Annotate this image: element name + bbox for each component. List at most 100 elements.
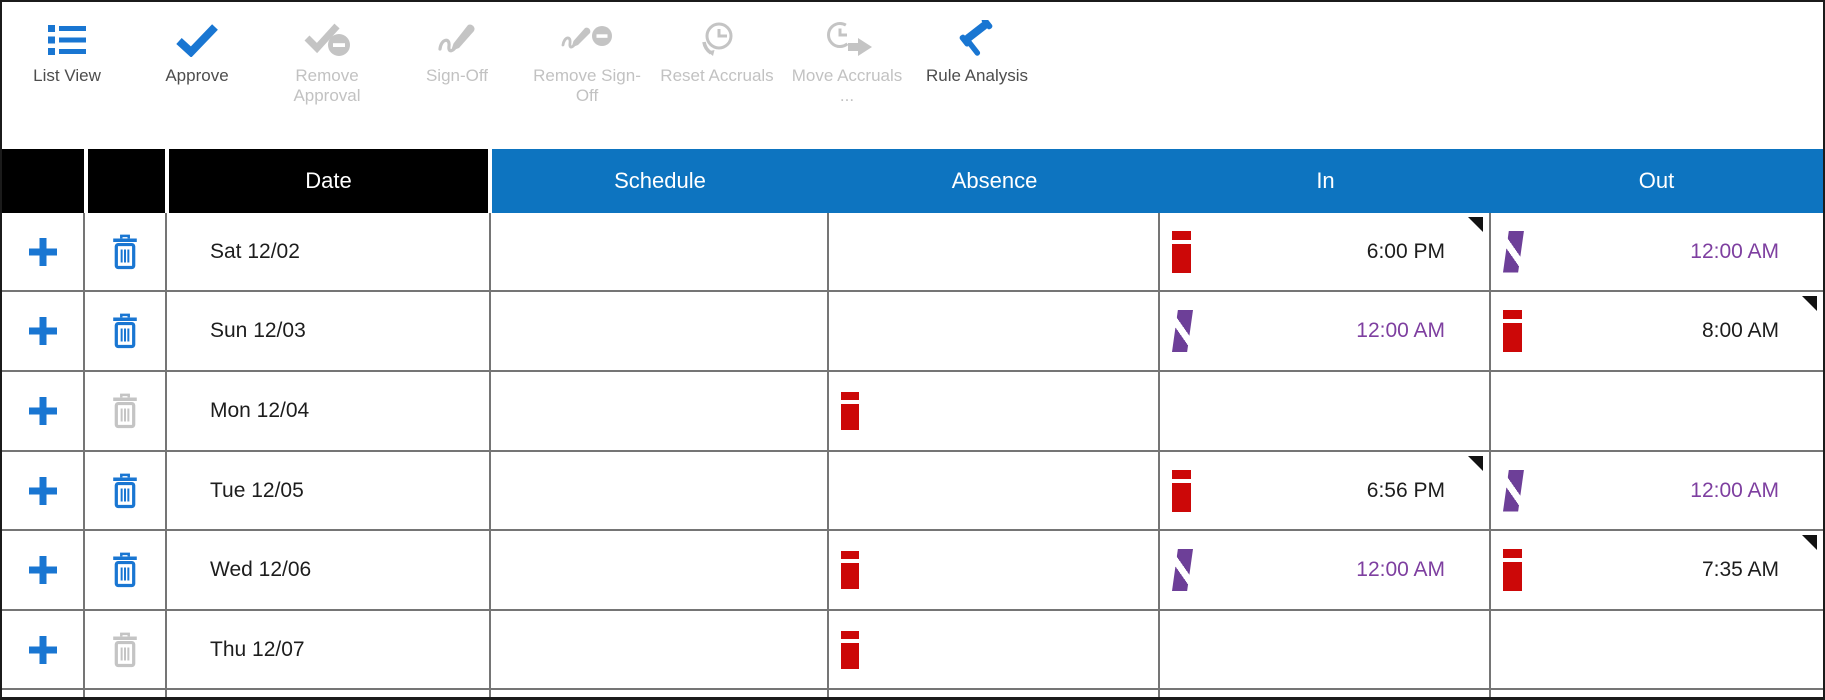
schedule-cell bbox=[491, 611, 829, 688]
date-cell: Thu 12/07 bbox=[167, 611, 491, 688]
toolbar-button-approve[interactable]: Approve bbox=[132, 18, 262, 86]
exception-icon bbox=[1503, 549, 1522, 591]
schedule-cell bbox=[491, 531, 829, 609]
add-row-button[interactable] bbox=[26, 314, 60, 348]
table-row: Thu 12/07 bbox=[2, 611, 1823, 690]
phantom-punch-icon bbox=[1172, 549, 1193, 591]
delete-row-button[interactable] bbox=[110, 473, 140, 509]
phantom-punch-icon bbox=[1172, 310, 1193, 352]
date-cell: Sat 12/02 bbox=[167, 213, 491, 290]
column-header-absence: Absence bbox=[951, 168, 1038, 193]
column-header-date: Date bbox=[305, 168, 352, 193]
column-header-out: Out bbox=[1638, 168, 1675, 193]
add-punch-cell bbox=[2, 611, 85, 688]
add-row-button[interactable] bbox=[26, 633, 60, 667]
punch-out-time: 8:00 AM bbox=[1701, 319, 1779, 342]
punch-out-cell[interactable] bbox=[1491, 372, 1823, 450]
date-cell bbox=[167, 690, 491, 697]
punch-out-cell[interactable] bbox=[1491, 611, 1823, 688]
absence-exception-icon bbox=[841, 630, 859, 669]
partial-row bbox=[2, 690, 1823, 697]
exception-icon bbox=[1172, 230, 1191, 273]
schedule-cell bbox=[491, 213, 829, 290]
add-row-button[interactable] bbox=[26, 235, 60, 269]
add-punch-cell bbox=[2, 452, 85, 529]
date-cell: Tue 12/05 bbox=[167, 452, 491, 529]
date-cell: Sun 12/03 bbox=[167, 292, 491, 370]
table-row: Sat 12/02 6:00 PM 12:00 AM bbox=[2, 213, 1823, 292]
toolbar-label: Approve bbox=[165, 66, 229, 85]
add-punch-cell bbox=[2, 372, 85, 450]
date-cell: Mon 12/04 bbox=[167, 372, 491, 450]
toolbar-button-list-view[interactable]: List View bbox=[2, 18, 132, 86]
delete-row-button[interactable] bbox=[110, 552, 140, 588]
rule-analysis-icon bbox=[956, 18, 998, 62]
column-header-schedule: Schedule bbox=[614, 168, 706, 193]
add-row-button[interactable] bbox=[26, 474, 60, 508]
punch-out-time: 7:35 AM bbox=[1701, 558, 1779, 581]
punch-in-cell[interactable]: 6:00 PM bbox=[1160, 213, 1491, 290]
punch-out-time: 12:00 AM bbox=[1690, 239, 1779, 263]
punch-in-cell[interactable] bbox=[1160, 611, 1491, 688]
add-punch-cell bbox=[2, 292, 85, 370]
absence-cell bbox=[829, 452, 1160, 529]
punch-out-cell[interactable]: 12:00 AM bbox=[1491, 213, 1823, 290]
column-header-in: In bbox=[1316, 168, 1335, 193]
delete-cell bbox=[85, 292, 167, 370]
schedule-cell bbox=[491, 690, 829, 697]
header-blue-bar bbox=[492, 149, 1823, 213]
toolbar-label: Remove Sign-Off bbox=[533, 66, 641, 105]
comment-corner-marker bbox=[1802, 296, 1817, 311]
absence-cell bbox=[829, 213, 1160, 290]
toolbar-button-remove-approval: Remove Approval bbox=[262, 18, 392, 106]
comment-corner-marker bbox=[1468, 456, 1483, 471]
punch-in-cell[interactable]: 12:00 AM bbox=[1160, 292, 1491, 370]
exception-icon bbox=[1172, 469, 1191, 512]
delete-row-button[interactable] bbox=[110, 313, 140, 349]
delete-row-button[interactable] bbox=[110, 234, 140, 270]
punch-out-time: 12:00 AM bbox=[1690, 478, 1779, 502]
toolbar-label: List View bbox=[33, 66, 101, 85]
list-view-icon bbox=[48, 18, 86, 62]
schedule-cell bbox=[491, 292, 829, 370]
reset-accruals-icon bbox=[696, 18, 738, 62]
absence-cell bbox=[829, 531, 1160, 609]
approve-icon bbox=[175, 18, 219, 62]
date-cell: Wed 12/06 bbox=[167, 531, 491, 609]
delete-row-button-disabled bbox=[110, 393, 140, 429]
delete-cell bbox=[85, 611, 167, 688]
punch-in-cell bbox=[1160, 690, 1491, 697]
table-row: Tue 12/05 6:56 PM 12:00 AM bbox=[2, 452, 1823, 531]
punch-out-cell[interactable]: 12:00 AM bbox=[1491, 452, 1823, 529]
absence-exception-icon bbox=[841, 551, 859, 589]
remove-sign-off-icon bbox=[561, 18, 613, 62]
punch-in-cell[interactable]: 12:00 AM bbox=[1160, 531, 1491, 609]
delete-cell bbox=[85, 690, 167, 697]
toolbar-label: Rule Analysis bbox=[925, 66, 1029, 85]
add-row-button[interactable] bbox=[26, 553, 60, 587]
toolbar-button-rule-analysis[interactable]: Rule Analysis bbox=[912, 18, 1042, 86]
move-accruals-icon bbox=[820, 18, 874, 62]
toolbar-button-reset-accruals: Reset Accruals bbox=[652, 18, 782, 86]
window-frame bbox=[1823, 0, 1825, 700]
absence-cell bbox=[829, 611, 1160, 688]
toolbar-label: Move Accruals ... bbox=[791, 66, 903, 105]
punch-out-cell[interactable]: 7:35 AM bbox=[1491, 531, 1823, 609]
table-row: Sun 12/03 12:00 AM 8:00 AM bbox=[2, 292, 1823, 372]
delete-cell bbox=[85, 213, 167, 290]
phantom-punch-icon bbox=[1503, 230, 1524, 273]
absence-cell bbox=[829, 372, 1160, 450]
window-frame bbox=[0, 697, 1825, 700]
absence-cell bbox=[829, 690, 1160, 697]
punch-out-cell[interactable]: 8:00 AM bbox=[1491, 292, 1823, 370]
add-punch-cell bbox=[2, 690, 85, 697]
punch-in-cell[interactable]: 6:56 PM bbox=[1160, 452, 1491, 529]
add-row-button[interactable] bbox=[26, 394, 60, 428]
punch-in-cell[interactable] bbox=[1160, 372, 1491, 450]
sign-off-icon bbox=[437, 18, 477, 62]
table-row: Mon 12/04 bbox=[2, 372, 1823, 452]
absence-cell bbox=[829, 292, 1160, 370]
delete-cell bbox=[85, 531, 167, 609]
schedule-cell bbox=[491, 372, 829, 450]
